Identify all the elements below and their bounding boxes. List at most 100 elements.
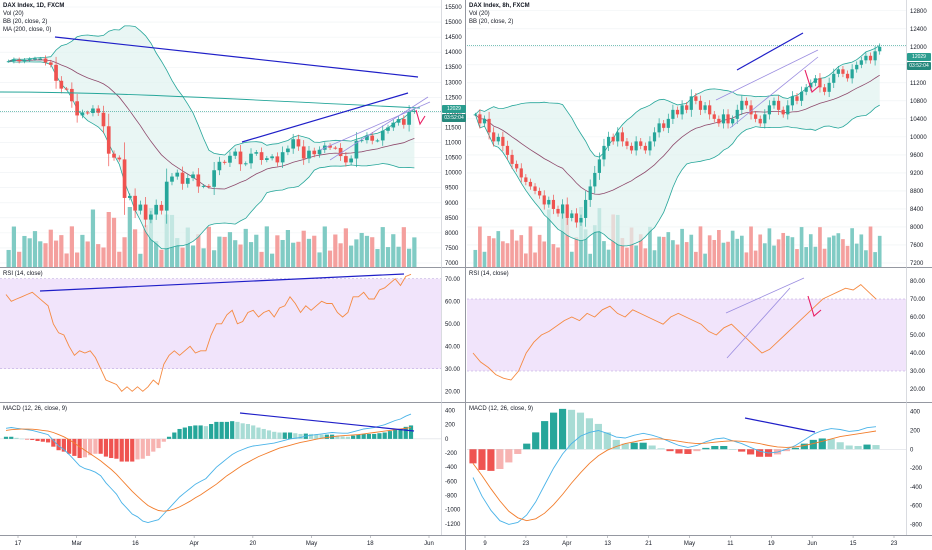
candle-body — [538, 190, 542, 196]
volume-bar — [505, 243, 510, 267]
macd-histogram-bar — [782, 449, 791, 452]
macd-histogram-bar — [61, 438, 66, 452]
candle-body — [70, 88, 74, 102]
left-chart-title: DAX Index, 1D, FXCM — [3, 3, 65, 9]
right-price-time: 03:52:04 — [907, 62, 931, 70]
macd-histogram-bar — [51, 438, 56, 447]
candle-body — [249, 153, 253, 164]
candle-body — [639, 141, 643, 146]
macd-histogram-bar — [198, 425, 203, 439]
volume-bar — [359, 232, 364, 267]
x-tick-label: Jun — [807, 541, 817, 547]
candle-body — [822, 87, 827, 92]
candle-body — [708, 105, 712, 115]
candle-body — [365, 135, 369, 141]
macd-histogram-bar — [14, 437, 19, 439]
candle-body — [662, 123, 666, 128]
volume-bar — [546, 209, 551, 267]
candle-body — [593, 172, 597, 187]
macd-histogram-bar — [251, 425, 256, 439]
rsi-tick-label: 70.00 — [910, 297, 926, 303]
macd-histogram-bar — [377, 433, 382, 439]
volume-bar — [795, 249, 799, 267]
candle-body — [401, 119, 406, 125]
volume-bar — [671, 240, 675, 267]
x-tick-label: Apr — [189, 541, 198, 547]
volume-bar — [132, 229, 138, 267]
candle-body — [505, 145, 510, 155]
macd-histogram-bar — [478, 449, 486, 470]
volume-bar — [222, 236, 227, 267]
left-price-tag: 12029 — [442, 105, 466, 113]
macd-histogram-bar — [585, 418, 594, 450]
macd-histogram-bar — [135, 438, 140, 460]
candle-body — [280, 152, 285, 163]
candle-body — [48, 62, 53, 65]
candle-body — [574, 213, 579, 223]
candle-body — [338, 147, 343, 157]
trendline-upper-channel — [241, 92, 409, 143]
candle-body — [333, 147, 338, 149]
volume-bar — [606, 249, 611, 267]
volume-bar — [370, 237, 375, 267]
candle-body — [386, 127, 390, 131]
price-tick-label: 11500 — [445, 125, 462, 131]
macd-histogram-bar — [361, 433, 366, 439]
volume-bar — [227, 232, 233, 267]
volume-bar — [333, 234, 338, 267]
volume-bar — [501, 241, 505, 267]
candle-body — [275, 156, 280, 163]
candle-body — [264, 158, 269, 161]
macd-histogram-bar — [567, 409, 576, 450]
macd-histogram-bar — [30, 438, 35, 441]
candle-body — [138, 204, 143, 211]
macd-histogram-bar — [35, 438, 40, 442]
macd-histogram-bar — [356, 434, 361, 439]
candle-body — [149, 214, 153, 220]
rsi-wedge-line — [725, 277, 805, 314]
volume-bar — [96, 244, 101, 267]
volume-bar — [652, 250, 657, 267]
volume-bar — [312, 235, 317, 267]
volume-bar — [712, 239, 717, 267]
candle-body — [328, 145, 332, 148]
candle-body — [533, 186, 537, 191]
volume-bar — [496, 231, 501, 267]
macd-histogram-bar — [282, 432, 287, 439]
candle-body — [191, 174, 195, 179]
candle-body — [680, 105, 684, 115]
volume-bar — [138, 253, 143, 267]
volume-bar — [254, 234, 259, 267]
candle-body — [845, 73, 850, 79]
candle-body — [254, 152, 259, 154]
candle-body — [786, 105, 790, 115]
volume-bar — [822, 248, 827, 267]
down-arrow — [415, 109, 426, 126]
volume-bar — [533, 252, 537, 267]
macd-histogram-bar — [366, 433, 372, 439]
candle-body — [492, 132, 496, 142]
right-price-tag: 12029 — [907, 53, 931, 61]
volume-bar — [401, 227, 406, 267]
left-price-time: 03:52:04 — [442, 114, 466, 122]
volume-bar — [735, 238, 740, 267]
x-tick-label: Mar — [72, 541, 82, 547]
wedge-line-upper — [319, 101, 431, 151]
candle-body — [799, 91, 804, 101]
volume-bar — [519, 235, 524, 267]
candle-body — [579, 217, 583, 223]
candle-body — [170, 176, 174, 182]
candle-body — [855, 64, 859, 70]
candle-body — [832, 73, 836, 83]
macd-tick-label: 400 — [445, 409, 456, 415]
volume-bar — [556, 247, 560, 267]
candle-body — [772, 100, 776, 106]
candle-body — [606, 136, 611, 146]
macd-histogram-bar — [514, 449, 522, 454]
macd-histogram-bar — [398, 428, 403, 439]
macd-histogram-bar — [523, 443, 531, 450]
volume-bar — [749, 226, 753, 267]
candle-body — [524, 177, 528, 182]
volume-bar — [327, 250, 333, 267]
rsi-tick-label: 60.00 — [910, 315, 926, 321]
